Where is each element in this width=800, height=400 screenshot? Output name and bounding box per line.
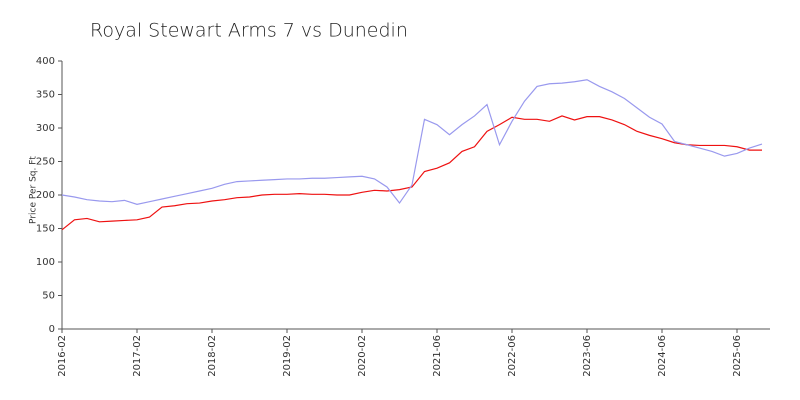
y-tick-label: 50 — [42, 291, 55, 302]
y-tick-label: 350 — [36, 90, 55, 101]
x-tick-label: 2018-02 — [207, 335, 218, 377]
series-line — [61, 115, 762, 231]
x-tick-label: 2023-06 — [582, 335, 593, 377]
x-tick-label: 2020-02 — [357, 335, 368, 377]
y-tick-label: 150 — [36, 224, 55, 235]
y-tick-label: 100 — [36, 257, 55, 268]
y-tick-label: 400 — [36, 56, 55, 67]
x-tick-label: 2025-06 — [732, 335, 743, 377]
y-axis-label: Price Per Sq. Ft — [29, 156, 39, 224]
x-tick-label: 2022-06 — [507, 335, 518, 377]
y-tick-label: 300 — [36, 123, 55, 134]
x-tick-label: 2016-02 — [57, 335, 68, 377]
x-tick-label: 2019-02 — [282, 335, 293, 377]
x-tick-label: 2017-02 — [132, 335, 143, 377]
y-tick-label: 200 — [36, 190, 55, 201]
x-tick-label: 2024-06 — [657, 335, 668, 377]
series-line — [61, 79, 763, 206]
chart-title: Royal Stewart Arms 7 vs Dunedin — [90, 20, 408, 42]
y-tick-label: 250 — [36, 157, 55, 168]
y-tick-label: 0 — [49, 324, 55, 335]
x-tick-label: 2021-06 — [432, 335, 443, 377]
